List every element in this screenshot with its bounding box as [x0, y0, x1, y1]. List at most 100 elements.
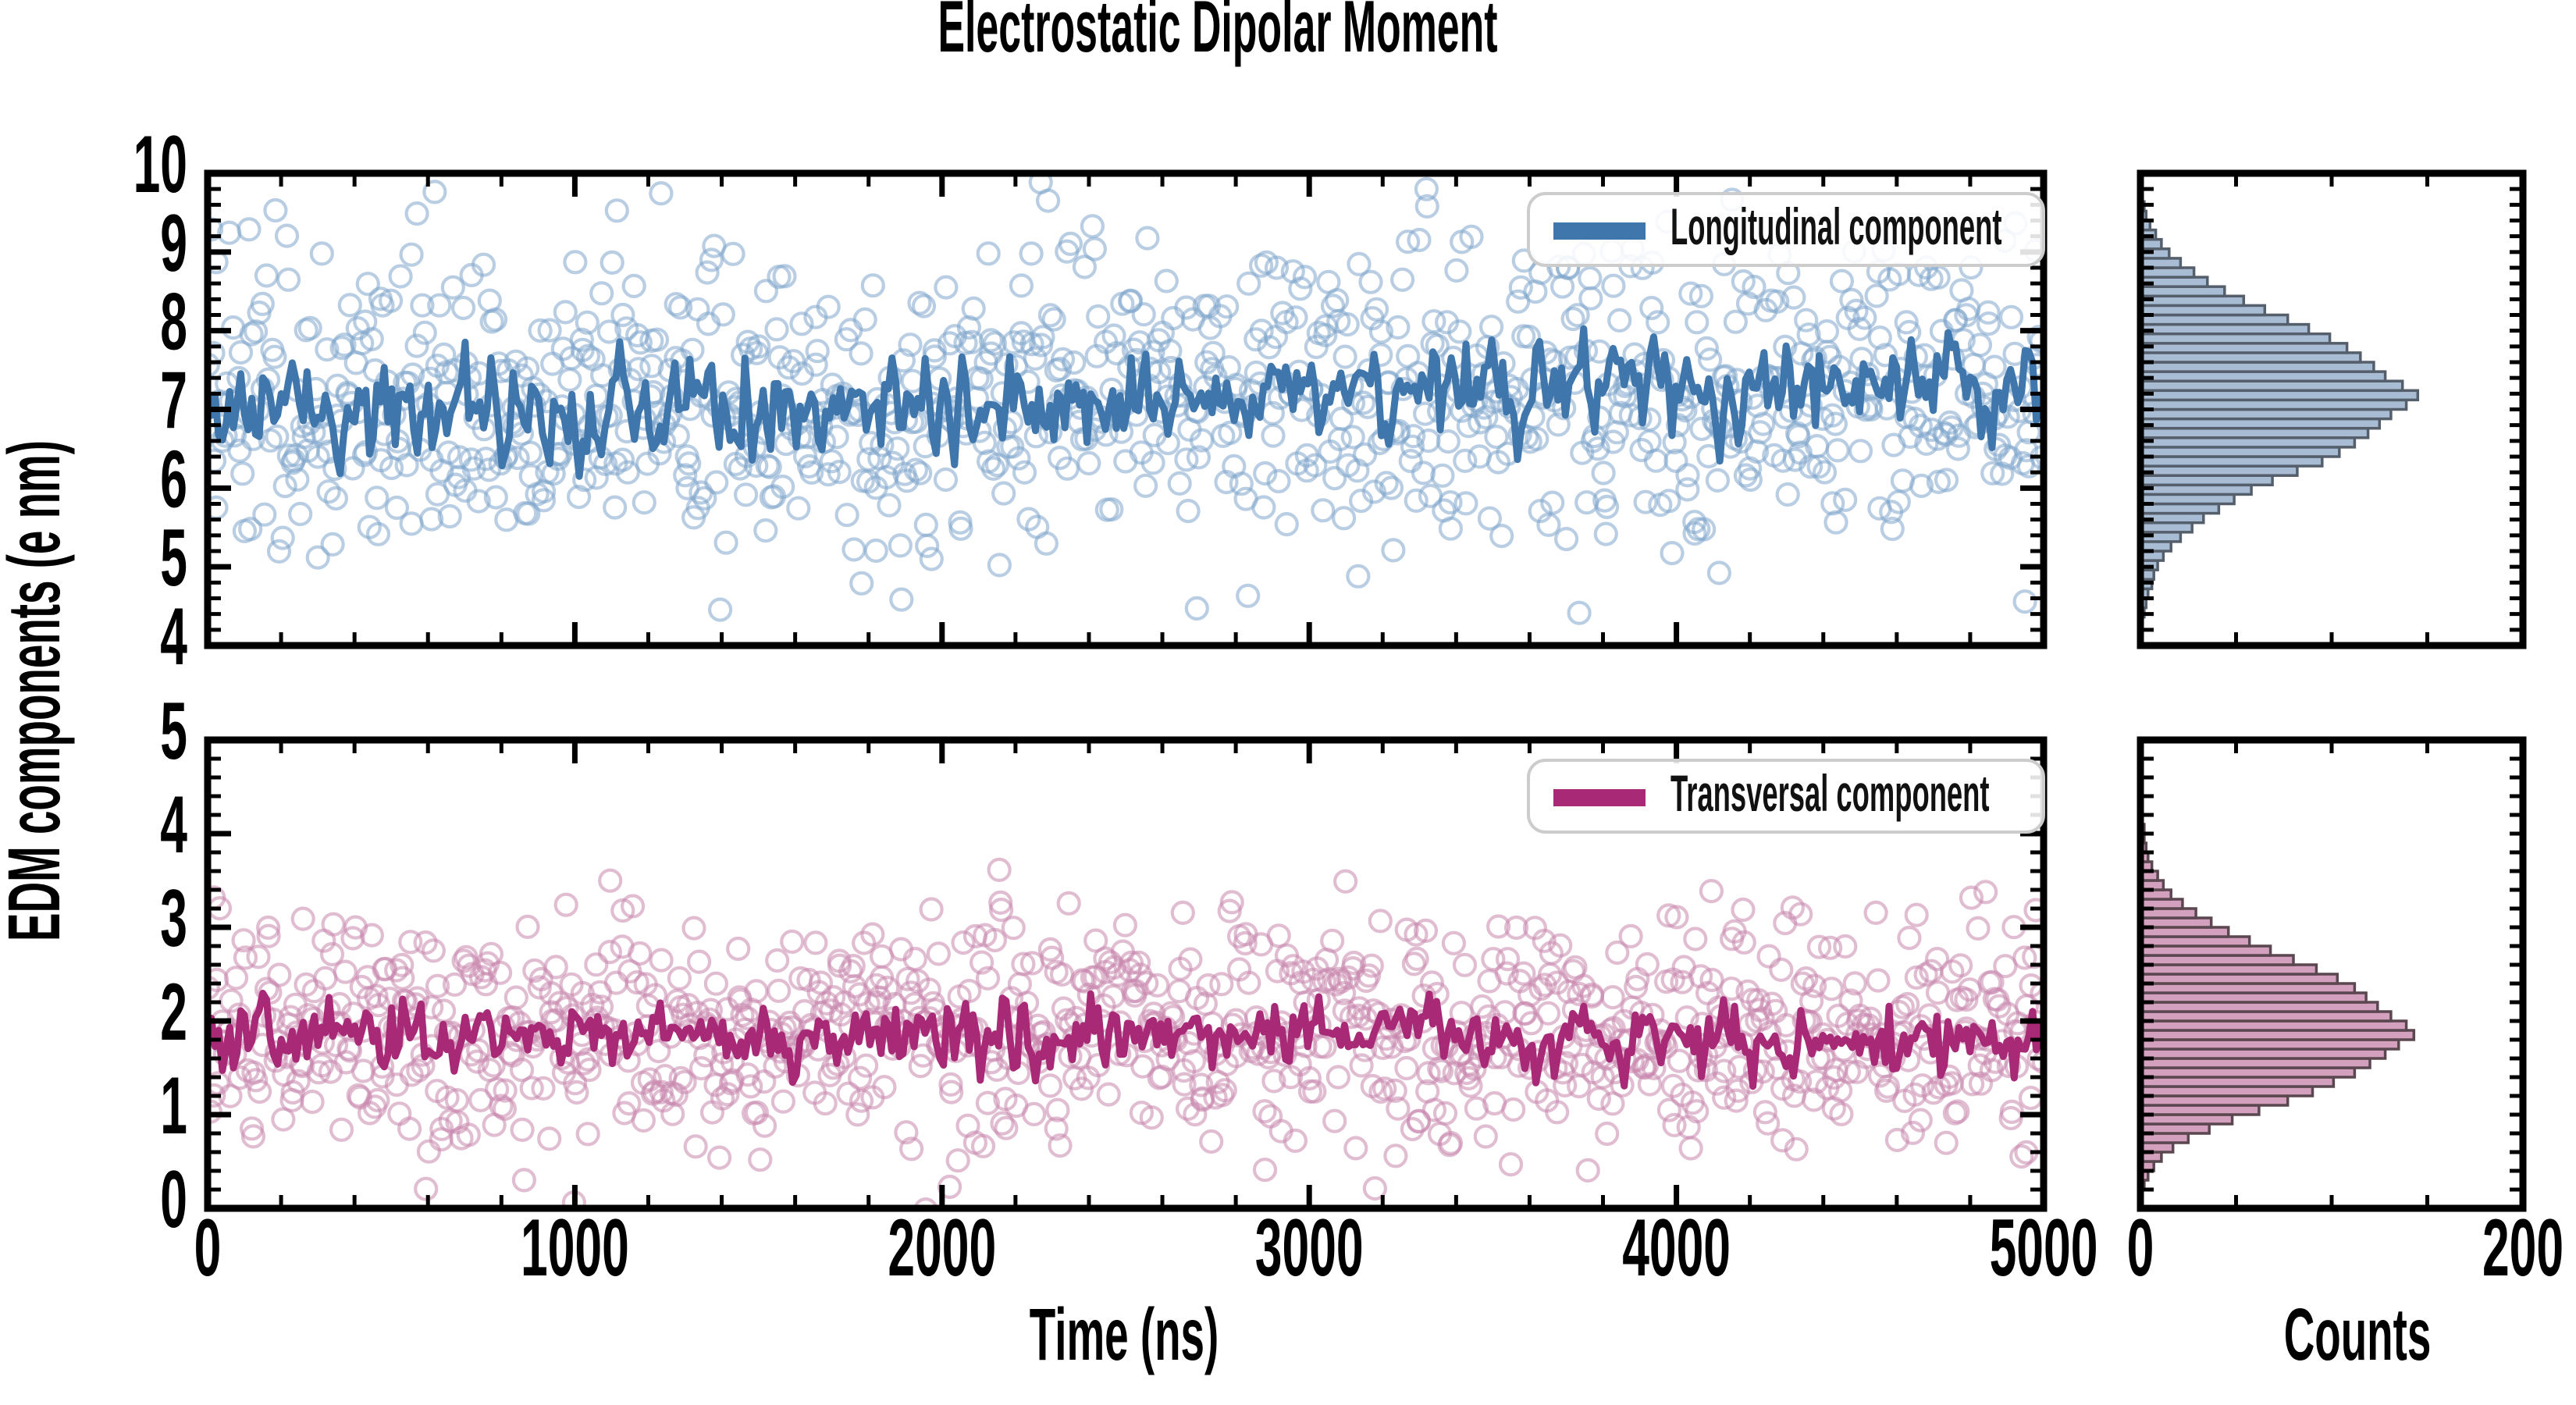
scatter-marker	[270, 525, 295, 550]
scatter-marker	[584, 952, 609, 977]
histogram-bar	[2140, 351, 2362, 364]
scatter-marker	[1934, 468, 1959, 493]
scatter-marker	[437, 503, 462, 529]
scatter-marker	[1833, 934, 1858, 959]
histogram-bar	[2140, 1066, 2357, 1079]
scatter-marker	[908, 1054, 933, 1079]
scatter-marker	[646, 1038, 671, 1064]
legend-transversal[interactable]: Transversal component	[1527, 759, 2045, 834]
scatter-marker	[1880, 516, 1905, 542]
scatter-marker	[1329, 406, 1354, 432]
scatter-marker	[644, 327, 670, 352]
scatter-marker	[1775, 482, 1800, 507]
scatter-marker	[816, 294, 841, 319]
scatter-marker	[572, 468, 597, 493]
scatter-marker	[1416, 1061, 1441, 1086]
scatter-marker	[1322, 465, 1347, 491]
scatter-marker	[1364, 297, 1389, 322]
legend-longitudinal[interactable]: Longitudinal component	[1527, 192, 2045, 267]
scatter-marker	[1704, 1071, 1730, 1096]
scatter-marker	[1902, 406, 1927, 432]
scatter-marker	[631, 1108, 656, 1133]
scatter-marker	[1174, 447, 1199, 472]
scatter-marker	[726, 936, 751, 962]
scatter-marker	[667, 966, 692, 991]
scatter-marker	[471, 252, 496, 277]
x-tick-label: 0	[194, 1203, 222, 1293]
scatter-marker	[1229, 471, 1254, 496]
scatter-marker	[1699, 878, 1724, 904]
scatter-marker	[598, 868, 623, 893]
scatter-marker	[632, 490, 656, 515]
scatter-marker	[849, 341, 873, 366]
scatter-marker	[673, 463, 698, 488]
scatter-marker	[1421, 309, 1446, 334]
scatter-marker	[247, 1079, 272, 1104]
scatter-marker	[274, 223, 300, 248]
scatter-marker	[276, 267, 301, 292]
scatter-marker	[404, 333, 429, 358]
scatter-marker	[1656, 489, 1681, 514]
histogram-bar	[2140, 361, 2375, 373]
scatter-marker	[1347, 251, 1372, 276]
scatter-marker	[915, 533, 940, 559]
scatter-marker	[1468, 410, 1493, 435]
scatter-marker	[518, 440, 543, 465]
scatter-marker	[1585, 436, 1610, 461]
scatter-marker	[422, 180, 447, 205]
x-tick-label: 5000	[1990, 1203, 2098, 1293]
x-tick-label: 3000	[1255, 1203, 1364, 1293]
scatter-marker	[969, 367, 994, 392]
page-title: Electrostatic Dipolar Moment	[938, 0, 1497, 68]
scatter-marker	[427, 293, 452, 318]
histogram-bar	[2140, 342, 2349, 354]
legend-bottom-label: Transversal component	[1670, 766, 1990, 823]
scatter-marker	[563, 1071, 588, 1096]
scatter-marker	[765, 948, 790, 973]
scatter-marker	[1019, 241, 1044, 266]
scatter-marker	[359, 923, 384, 948]
scatter-marker	[1341, 950, 1367, 976]
scatter-marker	[877, 493, 902, 518]
top-axis-frame	[204, 169, 2048, 649]
scatter-marker	[664, 1082, 688, 1108]
scatter-marker	[1706, 560, 1731, 585]
scatter-marker	[799, 460, 824, 486]
scatter-marker	[1738, 467, 1763, 493]
scatter-marker	[228, 340, 254, 365]
scatter-marker	[300, 1089, 325, 1115]
scatter-marker	[364, 984, 389, 1008]
bottom-histogram-frame	[2137, 736, 2527, 1212]
histogram-bar	[2140, 1085, 2314, 1097]
scatter-marker	[885, 436, 910, 461]
scatter-marker	[982, 331, 1008, 356]
scatter-marker	[1867, 325, 1892, 350]
scatter-marker	[1501, 1097, 1526, 1122]
scatter-marker	[1642, 1055, 1667, 1081]
scatter-marker	[1006, 446, 1031, 471]
y-tick-label: 3	[160, 873, 187, 964]
scatter-marker	[379, 288, 404, 313]
y-tick-label: 5	[160, 513, 187, 603]
scatter-marker	[1823, 411, 1848, 436]
scatter-marker	[744, 1100, 770, 1126]
scatter-marker	[1266, 468, 1291, 494]
scatter-marker	[713, 530, 738, 555]
scatter-marker	[1413, 918, 1439, 944]
scatter-marker	[483, 485, 508, 510]
scatter-marker	[1332, 998, 1357, 1023]
scatter-marker	[1560, 307, 1585, 332]
scatter-marker	[753, 518, 778, 543]
histogram-bar	[2140, 935, 2251, 948]
scatter-marker	[704, 470, 729, 495]
scatter-marker	[1186, 445, 1212, 470]
scatter-marker	[1438, 1130, 1464, 1156]
scatter-marker	[337, 1038, 362, 1063]
scatter-marker	[1362, 1176, 1388, 1201]
scatter-marker	[1199, 1129, 1224, 1154]
scatter-marker	[987, 857, 1012, 883]
scatter-marker	[394, 453, 419, 478]
scatter-marker	[554, 995, 579, 1021]
scatter-marker	[1368, 343, 1393, 368]
scatter-marker	[2014, 438, 2039, 463]
